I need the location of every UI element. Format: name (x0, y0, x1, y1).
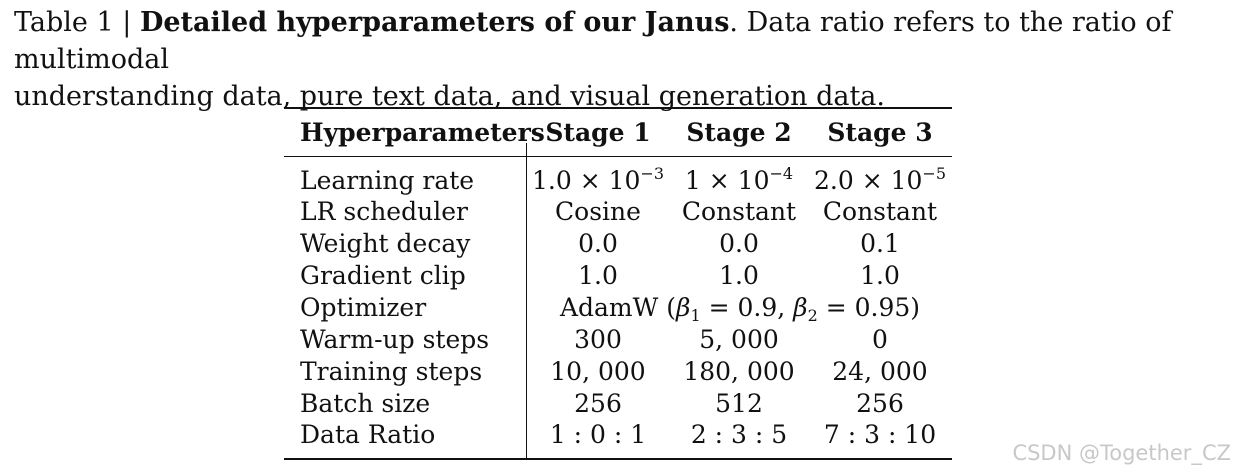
row-label-lr-scheduler: LR scheduler (300, 197, 468, 226)
header-stage-3: Stage 3 (827, 118, 933, 147)
cell-learning-rate-stage-3: 2.0 × 10−5 (813, 164, 947, 196)
cell-optimizer-all-stages: AdamW (β1 = 0.9, β2 = 0.95) (559, 293, 921, 325)
caption-text: . Data ratio refers to the ratio of mult… (14, 7, 1172, 75)
table-top-rule (284, 107, 952, 109)
cell-learning-rate-stage-1: 1.0 × 10−3 (531, 164, 665, 196)
row-label-batch-size: Batch size (300, 389, 431, 418)
cell-batch-size-stage-2: 512 (715, 389, 763, 418)
cell-data-ratio-stage-2: 2 : 3 : 5 (690, 420, 788, 449)
caption-text-line2: understanding data, pure text data, and … (14, 81, 885, 112)
cell-lr-scheduler-stage-3: Constant (822, 197, 938, 226)
row-label-training-steps: Training steps (300, 357, 483, 386)
cell-training-steps-stage-1: 10, 000 (550, 357, 646, 386)
cell-gradient-clip-stage-2: 1.0 (719, 261, 759, 290)
table-header-rule (284, 156, 952, 157)
table-column-divider (526, 143, 527, 458)
cell-weight-decay-stage-2: 0.0 (719, 229, 759, 258)
cell-lr-scheduler-stage-1: Cosine (555, 197, 641, 226)
watermark: CSDN @Together_CZ (1012, 441, 1231, 465)
row-label-weight-decay: Weight decay (300, 229, 471, 258)
cell-lr-scheduler-stage-2: Constant (681, 197, 797, 226)
cell-warm-up-steps-stage-1: 300 (574, 325, 622, 354)
cell-data-ratio-stage-3: 7 : 3 : 10 (823, 420, 937, 449)
cell-batch-size-stage-3: 256 (856, 389, 904, 418)
cell-weight-decay-stage-3: 0.1 (860, 229, 900, 258)
header-stage-1: Stage 1 (545, 118, 651, 147)
cell-gradient-clip-stage-3: 1.0 (860, 261, 900, 290)
caption-label: Table 1 | (14, 7, 132, 38)
caption-title: Detailed hyperparameters of our Janus (139, 7, 730, 38)
table-caption: Table 1 | Detailed hyperparameters of ou… (14, 4, 1234, 115)
cell-data-ratio-stage-1: 1 : 0 : 1 (549, 420, 647, 449)
header-stage-2: Stage 2 (686, 118, 792, 147)
row-label-warm-up-steps: Warm-up steps (300, 325, 490, 354)
cell-batch-size-stage-1: 256 (574, 389, 622, 418)
cell-training-steps-stage-2: 180, 000 (683, 357, 795, 386)
cell-warm-up-steps-stage-3: 0 (872, 325, 888, 354)
row-label-optimizer: Optimizer (300, 293, 427, 322)
cell-weight-decay-stage-1: 0.0 (578, 229, 618, 258)
row-label-gradient-clip: Gradient clip (300, 261, 466, 290)
row-label-learning-rate: Learning rate (300, 166, 475, 195)
cell-warm-up-steps-stage-2: 5, 000 (699, 325, 779, 354)
cell-gradient-clip-stage-1: 1.0 (578, 261, 618, 290)
table-bottom-rule (284, 458, 952, 460)
row-label-data-ratio: Data Ratio (300, 420, 436, 449)
header-hyperparameters: Hyperparameters (300, 118, 545, 147)
cell-learning-rate-stage-2: 1 × 10−4 (684, 164, 794, 196)
cell-training-steps-stage-3: 24, 000 (832, 357, 928, 386)
